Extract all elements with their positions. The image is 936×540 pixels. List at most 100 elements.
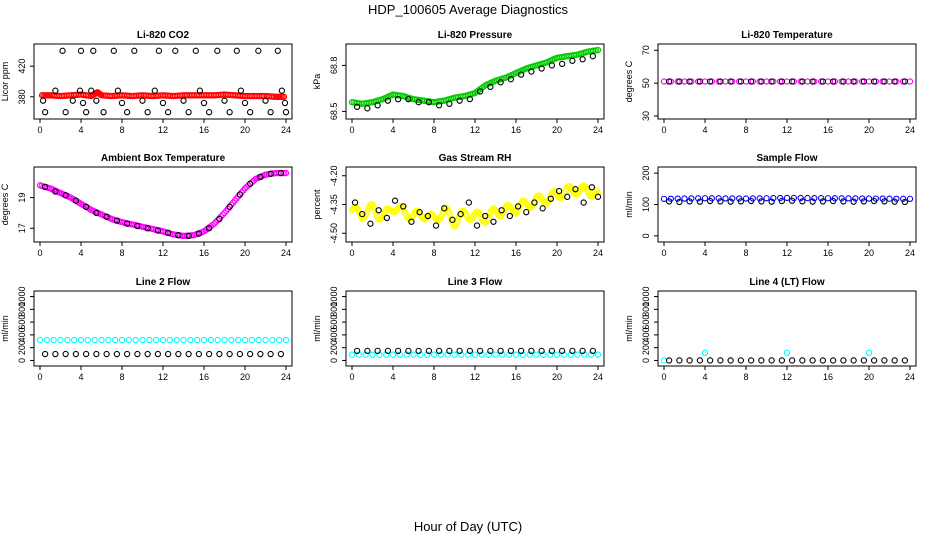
panel-title: Sample Flow — [756, 153, 817, 164]
data-point — [686, 78, 693, 85]
data-point — [246, 180, 254, 187]
panel-title: Li-820 CO2 — [137, 30, 190, 41]
data-point — [166, 336, 173, 344]
panel-title: Gas Stream RH — [439, 153, 512, 164]
data-point — [446, 210, 453, 217]
data-point — [192, 47, 199, 54]
y-axis-label: ml/min — [0, 315, 10, 342]
data-point — [717, 357, 724, 364]
data-point — [237, 87, 245, 94]
data-point — [681, 78, 688, 85]
data-point — [41, 109, 49, 116]
data-point — [499, 351, 506, 358]
data-point — [818, 195, 825, 202]
x-tick-label: 16 — [199, 372, 209, 382]
data-point — [205, 225, 213, 232]
data-point — [747, 357, 755, 364]
data-point — [72, 197, 80, 204]
data-point — [93, 350, 100, 358]
data-point — [838, 195, 845, 202]
data-point — [696, 78, 704, 85]
chart-panel: Li-820 Temperature degrees C 0 4 8 12 16 20 24 30… — [624, 30, 917, 135]
data-point — [207, 336, 214, 344]
data-point — [245, 182, 252, 189]
data-point — [528, 347, 535, 355]
y-tick-label: 800 — [329, 302, 339, 317]
data-point — [154, 350, 162, 358]
data-point — [870, 78, 878, 85]
data-point — [118, 336, 126, 344]
data-point — [717, 78, 724, 85]
y-axis-label: percent — [312, 189, 322, 220]
x-tick-label: 24 — [281, 125, 291, 135]
data-point — [788, 78, 796, 85]
data-point — [665, 78, 673, 85]
data-point — [829, 357, 837, 364]
data-point — [195, 350, 203, 358]
y-axis-label: degrees C — [0, 183, 10, 225]
data-point — [415, 99, 422, 106]
data-point — [456, 347, 463, 355]
data-point — [405, 95, 412, 103]
x-tick-label: 0 — [661, 372, 666, 382]
data-point — [729, 195, 736, 202]
data-point — [175, 232, 182, 239]
data-point — [209, 221, 216, 229]
data-point — [353, 103, 361, 110]
data-point — [216, 215, 223, 223]
data-point — [850, 357, 857, 364]
data-point — [901, 357, 909, 364]
x-tick-label: 12 — [782, 372, 792, 382]
data-point — [364, 105, 371, 112]
data-point — [466, 347, 474, 355]
data-point — [405, 347, 412, 355]
y-tick-label: -4.35 — [329, 194, 339, 215]
x-tick-label: 20 — [240, 248, 250, 258]
plot-area — [348, 182, 602, 230]
data-point — [840, 357, 847, 364]
data-point — [415, 347, 422, 355]
data-point — [558, 347, 566, 355]
data-point — [277, 350, 285, 358]
figure-title: HDP_100605 Average Diagnostics — [368, 2, 568, 17]
data-point — [195, 230, 203, 237]
data-point — [394, 347, 402, 355]
y-tick-label: 200 — [17, 340, 27, 355]
x-tick-label: 12 — [470, 372, 480, 382]
data-point — [353, 347, 361, 355]
data-point — [465, 199, 472, 206]
x-tick-label: 4 — [78, 248, 83, 258]
data-point — [695, 195, 702, 202]
data-point — [660, 78, 668, 85]
chart-panel: Li-820 CO2 Licor ppm 0 4 8 12 16 20 24 380 420 — [0, 30, 293, 135]
x-tick-label: 4 — [702, 125, 707, 135]
data-point — [267, 350, 274, 358]
data-point — [241, 99, 249, 107]
x-tick-label: 0 — [37, 248, 42, 258]
x-tick-label: 24 — [281, 372, 291, 382]
x-tick-label: 24 — [593, 248, 603, 258]
x-tick-label: 16 — [823, 248, 833, 258]
plot-area — [36, 336, 290, 358]
data-point — [567, 351, 574, 358]
y-tick-label: 420 — [17, 59, 27, 74]
data-point — [118, 99, 126, 107]
x-tick-label: 20 — [552, 248, 562, 258]
data-point — [498, 207, 505, 214]
data-point — [374, 347, 381, 355]
data-point — [62, 109, 69, 116]
panel-title: Ambient Box Temperature — [101, 153, 226, 164]
data-point — [432, 222, 440, 229]
data-point — [164, 350, 172, 358]
data-point — [362, 351, 369, 358]
x-tick-label: 8 — [431, 372, 436, 382]
data-point — [77, 47, 85, 54]
data-point — [82, 350, 90, 358]
data-point — [233, 47, 240, 54]
data-point — [205, 350, 213, 358]
data-point — [280, 93, 288, 100]
data-point — [185, 350, 192, 358]
data-point — [91, 336, 98, 344]
data-point — [901, 198, 909, 206]
data-point — [824, 78, 832, 85]
